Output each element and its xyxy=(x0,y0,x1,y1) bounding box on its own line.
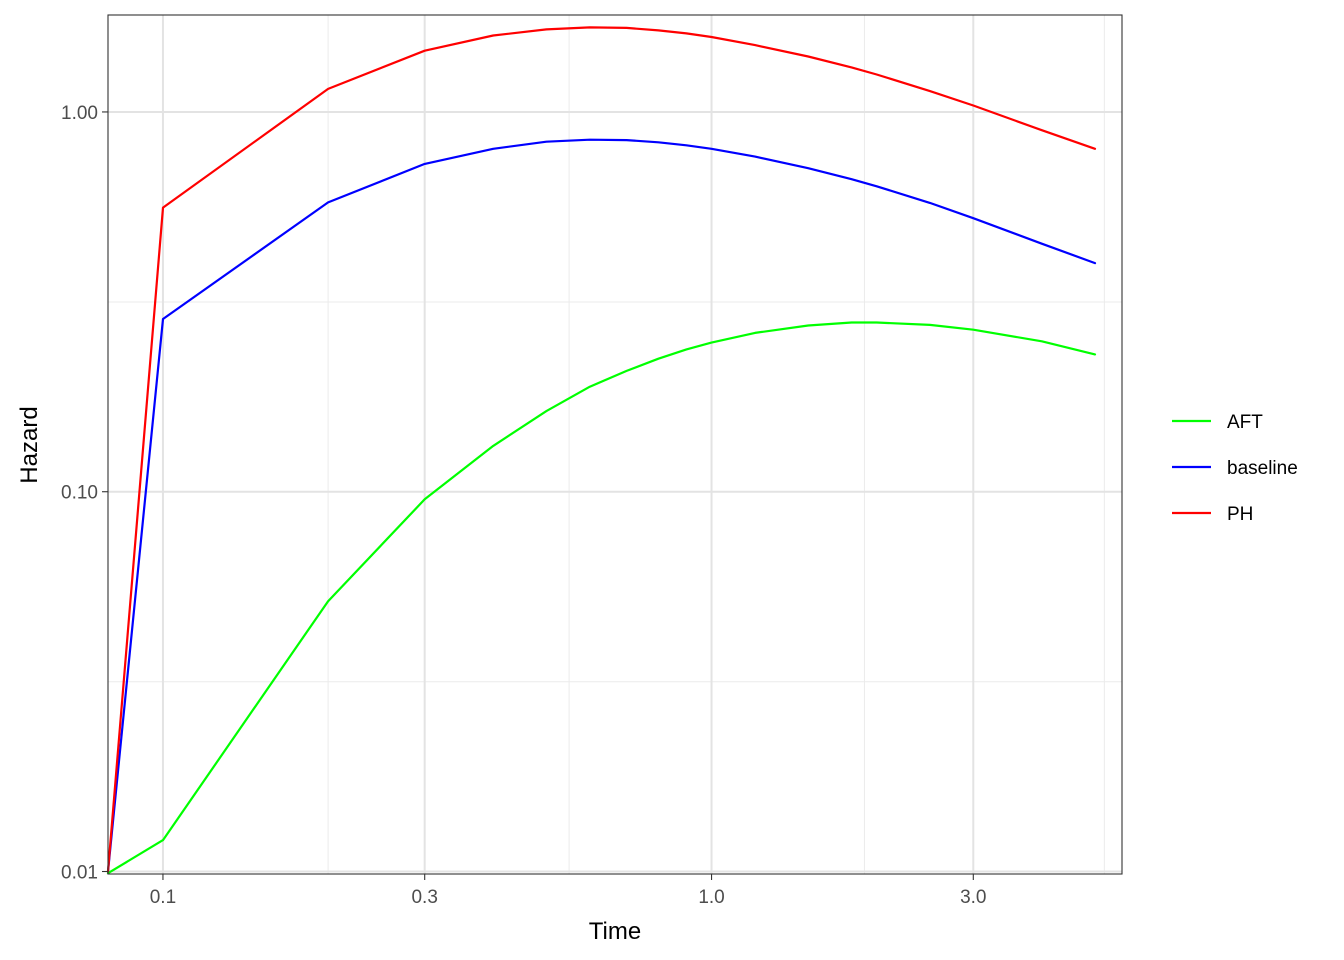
y-tick-label: 0.01 xyxy=(61,863,98,884)
series-line-AFT xyxy=(106,321,1097,875)
legend: AFT baseline PH xyxy=(1172,412,1298,525)
plot-panel-border xyxy=(107,14,1123,875)
y-axis: 0.01 0.10 1.00 xyxy=(61,103,108,884)
x-axis: 0.1 0.3 1.0 3.0 xyxy=(150,874,987,908)
y-tick-label: 1.00 xyxy=(61,103,98,124)
y-tick-label: 0.10 xyxy=(61,483,98,504)
series-line-PH xyxy=(106,26,1097,873)
x-tick-label: 1.0 xyxy=(698,887,724,908)
minor-gridlines xyxy=(108,15,1122,874)
series-line-baseline xyxy=(106,138,1097,873)
x-tick-label: 0.1 xyxy=(150,887,176,908)
x-tick-label: 0.3 xyxy=(411,887,437,908)
legend-label: baseline xyxy=(1227,458,1298,479)
legend-label: AFT xyxy=(1227,412,1263,433)
y-axis-title: Hazard xyxy=(16,406,43,483)
x-axis-title: Time xyxy=(589,918,641,945)
x-tick-label: 3.0 xyxy=(960,887,986,908)
legend-label: PH xyxy=(1227,504,1253,525)
series-lines xyxy=(106,26,1097,875)
major-gridlines xyxy=(108,15,1122,874)
